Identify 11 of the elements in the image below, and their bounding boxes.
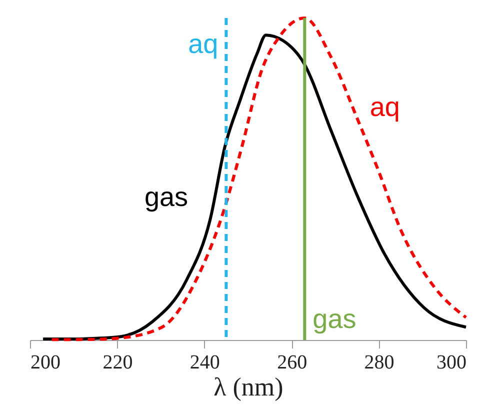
- series-label: aq: [370, 92, 400, 122]
- x-tick-label: 220: [102, 352, 133, 374]
- ref-line-label: aq: [188, 29, 218, 59]
- x-axis-title: λ (nm): [214, 372, 284, 402]
- x-tick-label: 300: [436, 352, 466, 374]
- x-tick-label: 240: [190, 352, 220, 374]
- ref-line-label: gas: [312, 304, 356, 334]
- series-label: gas: [144, 182, 188, 212]
- x-tick-label: 280: [364, 352, 394, 374]
- x-tick-label: 200: [30, 352, 60, 374]
- x-tick-label: 260: [277, 352, 308, 374]
